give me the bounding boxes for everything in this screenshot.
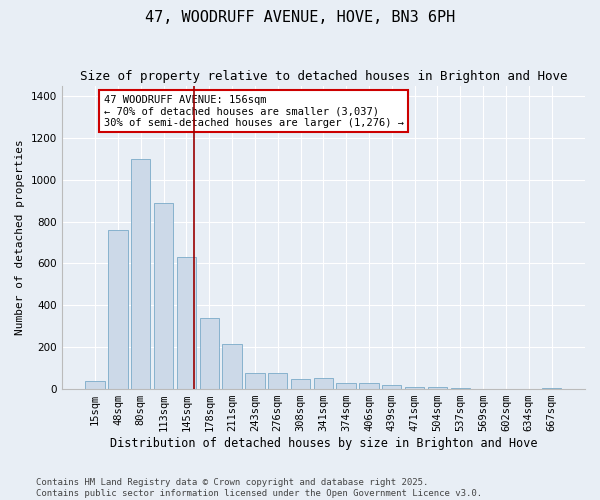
Text: 47, WOODRUFF AVENUE, HOVE, BN3 6PH: 47, WOODRUFF AVENUE, HOVE, BN3 6PH [145, 10, 455, 25]
Text: Contains HM Land Registry data © Crown copyright and database right 2025.
Contai: Contains HM Land Registry data © Crown c… [36, 478, 482, 498]
Bar [131, 159, 151, 389]
Bar [177, 257, 196, 389]
Bar [268, 374, 287, 389]
Bar [291, 378, 310, 389]
Bar [451, 388, 470, 389]
Bar [382, 385, 401, 389]
Bar [337, 383, 356, 389]
Bar [85, 380, 105, 389]
Bar [428, 388, 447, 389]
Bar [223, 344, 242, 389]
X-axis label: Distribution of detached houses by size in Brighton and Hove: Distribution of detached houses by size … [110, 437, 537, 450]
Bar [154, 203, 173, 389]
Text: 47 WOODRUFF AVENUE: 156sqm
← 70% of detached houses are smaller (3,037)
30% of s: 47 WOODRUFF AVENUE: 156sqm ← 70% of deta… [104, 94, 404, 128]
Bar [314, 378, 333, 389]
Bar [542, 388, 561, 389]
Bar [108, 230, 128, 389]
Bar [359, 383, 379, 389]
Bar [405, 387, 424, 389]
Bar [245, 374, 265, 389]
Y-axis label: Number of detached properties: Number of detached properties [15, 140, 25, 335]
Bar [200, 318, 219, 389]
Title: Size of property relative to detached houses in Brighton and Hove: Size of property relative to detached ho… [80, 70, 567, 83]
